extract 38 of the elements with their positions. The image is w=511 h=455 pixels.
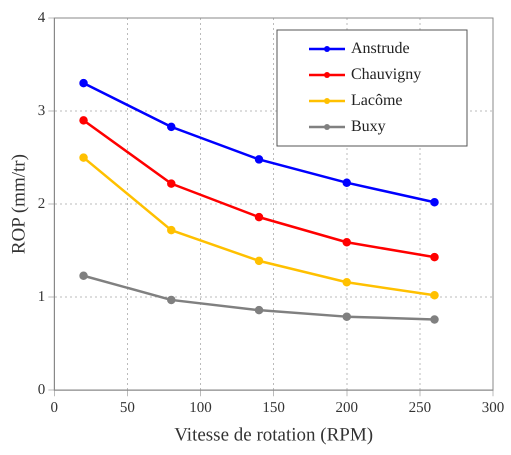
x-tick-label: 250: [408, 400, 432, 416]
x-tick-label: 150: [262, 400, 285, 416]
point: [254, 256, 264, 266]
point: [430, 291, 439, 300]
x-axis-title: Vitesse de rotation (RPM): [174, 424, 374, 446]
point: [254, 306, 264, 314]
legend-label: Buxy: [351, 118, 386, 136]
point: [342, 312, 352, 321]
y-axis-title: ROP (mm/tr): [8, 154, 30, 254]
point: [167, 226, 176, 234]
x-tick-label: 0: [50, 400, 58, 416]
point: [167, 179, 176, 188]
point: [430, 252, 439, 262]
point: [79, 78, 88, 88]
x-tick-label: 50: [120, 400, 135, 416]
y-tick-label: 0: [38, 382, 46, 398]
legend-label: Anstrude: [351, 40, 410, 58]
point: [430, 315, 439, 324]
point: [167, 296, 176, 304]
point: [342, 178, 352, 187]
point: [254, 212, 264, 222]
y-tick-label: 1: [38, 289, 46, 306]
legend-label: Lacôme: [351, 92, 403, 110]
x-tick-label: 200: [336, 400, 358, 416]
y-tick-label: 2: [38, 196, 46, 212]
point: [79, 153, 88, 162]
x-tick-label: 100: [189, 400, 212, 416]
x-tick-label: 300: [482, 400, 504, 416]
point: [342, 238, 352, 246]
point: [167, 122, 176, 132]
y-tick-label: 3: [38, 102, 46, 119]
legend-label: Chauvigny: [351, 66, 422, 84]
point: [79, 272, 88, 280]
point: [254, 155, 264, 164]
point: [79, 116, 88, 125]
y-tick-label: 4: [38, 10, 46, 26]
point: [430, 198, 439, 206]
point: [342, 278, 352, 287]
